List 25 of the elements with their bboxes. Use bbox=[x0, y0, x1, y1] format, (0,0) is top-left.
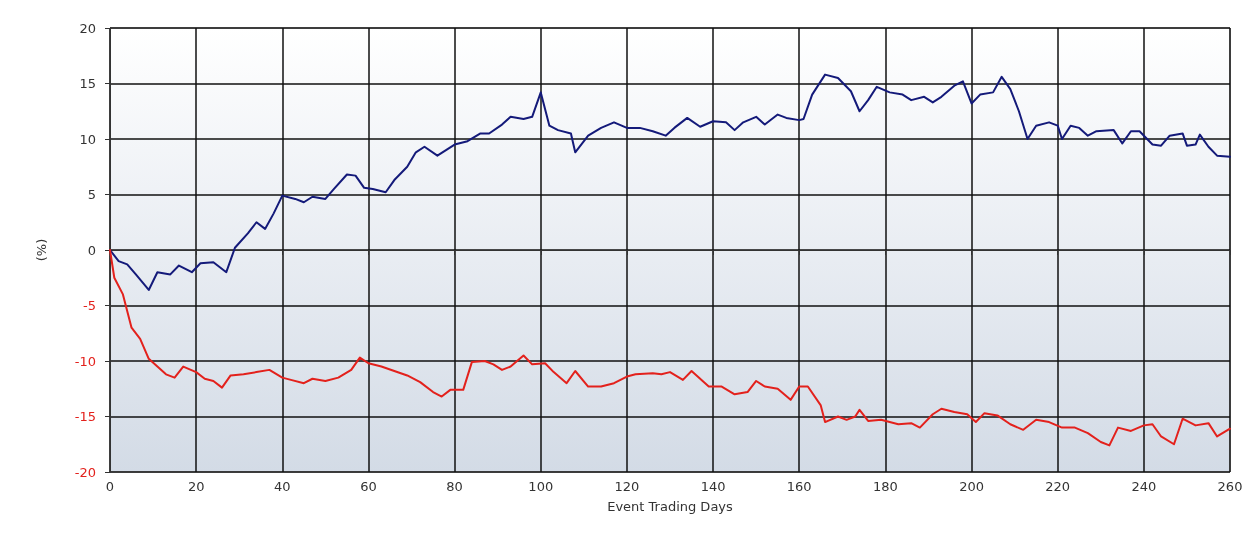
y-tick-label: 0 bbox=[87, 242, 96, 258]
y-tick-label: 5 bbox=[87, 187, 96, 202]
x-tick-label: 200 bbox=[959, 479, 984, 494]
x-tick-label: 80 bbox=[446, 479, 463, 494]
x-tick-label: 20 bbox=[187, 479, 205, 494]
x-tick-label: 60 bbox=[360, 479, 377, 494]
y-tick-label: 15 bbox=[79, 76, 96, 91]
y-tick-label: -5 bbox=[83, 298, 96, 313]
x-tick-label: 100 bbox=[528, 479, 554, 494]
y-axis-title: (%) bbox=[34, 238, 49, 262]
x-tick-label: 0 bbox=[105, 479, 115, 494]
x-tick-label: 220 bbox=[1045, 479, 1071, 494]
x-tick-label: 160 bbox=[786, 479, 812, 494]
x-tick-label: 180 bbox=[872, 479, 898, 494]
x-tick-label: 240 bbox=[1131, 479, 1157, 494]
x-tick-label: 140 bbox=[700, 479, 726, 494]
x-tick-label: 260 bbox=[1217, 479, 1243, 494]
y-tick-label: -20 bbox=[74, 464, 96, 480]
y-tick-label: 10 bbox=[79, 131, 96, 147]
y-tick-label: -15 bbox=[74, 409, 96, 424]
x-axis-title: Event Trading Days bbox=[607, 499, 734, 514]
x-tick-label: 40 bbox=[274, 479, 291, 494]
y-tick-label: 20 bbox=[79, 20, 96, 36]
x-tick-label: 120 bbox=[614, 479, 640, 494]
y-tick-label: -10 bbox=[74, 353, 96, 369]
